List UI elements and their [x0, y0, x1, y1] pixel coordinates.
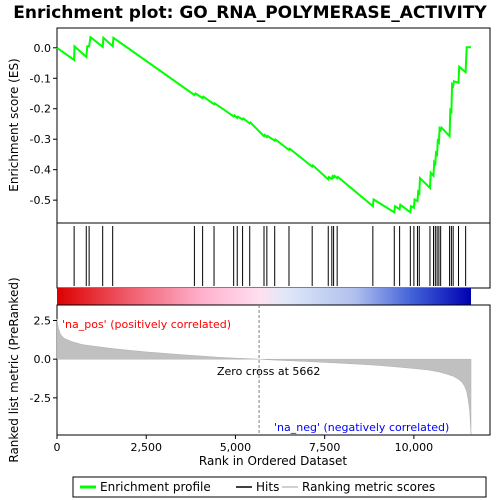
ranking-metric-area [56, 318, 472, 435]
metric-y-axis-label: Ranked list metric (PreRanked) [7, 277, 21, 462]
colorbar-gradient [57, 288, 471, 305]
neg-correlated-label: 'na_neg' (negatively correlated) [274, 421, 449, 434]
es-y-axis-label: Enrichment score (ES) [7, 58, 21, 191]
es-ytick-label: -0.2 [30, 103, 51, 116]
zero-cross-label: Zero cross at 5662 [217, 365, 320, 378]
es-ytick-label: -0.3 [30, 133, 51, 146]
es-plot-frame [56, 27, 491, 224]
hits-frame [56, 222, 491, 289]
pos-correlated-label: 'na_pos' (positively correlated) [62, 318, 231, 331]
xtick-label: 2,500 [130, 441, 162, 454]
hits-panel [56, 222, 491, 289]
legend: Enrichment profile Hits Ranking metric s… [72, 476, 487, 498]
es-ytick-label: -0.4 [30, 164, 51, 177]
legend-enrichment-label: Enrichment profile [100, 480, 211, 494]
x-axis-label: Rank in Ordered Dataset [199, 454, 347, 468]
es-ytick-label: -0.1 [30, 72, 51, 85]
es-ytick-label: 0.0 [34, 42, 52, 55]
rank-colorbar [57, 288, 471, 305]
metric-ytick-label: -2.5 [30, 392, 51, 405]
ranked-metric-panel: 2.5 0.0 -2.5 0 2,500 5,000 7,500 10,000 'na_po… [7, 277, 491, 468]
chart-title: Enrichment plot: GO_RNA_POLYMERASE_ACTIV… [13, 3, 487, 23]
legend-metric-label: Ranking metric scores [302, 480, 435, 494]
legend-box [72, 476, 487, 498]
xtick-label: 10,000 [395, 441, 434, 454]
metric-plot-frame [56, 304, 491, 436]
xtick-label: 5,000 [220, 441, 252, 454]
enrichment-score-panel: 0.0 -0.1 -0.2 -0.3 -0.4 -0.5 Enrichment score… [7, 27, 491, 224]
xtick-label: 7,500 [309, 441, 341, 454]
enrichment-profile-line [56, 35, 471, 215]
metric-ytick-label: 2.5 [34, 314, 52, 327]
metric-ytick-label: 0.0 [34, 353, 52, 366]
legend-hits-label: Hits [256, 480, 279, 494]
es-ytick-label: -0.5 [30, 194, 51, 207]
xtick-label: 0 [54, 441, 61, 454]
